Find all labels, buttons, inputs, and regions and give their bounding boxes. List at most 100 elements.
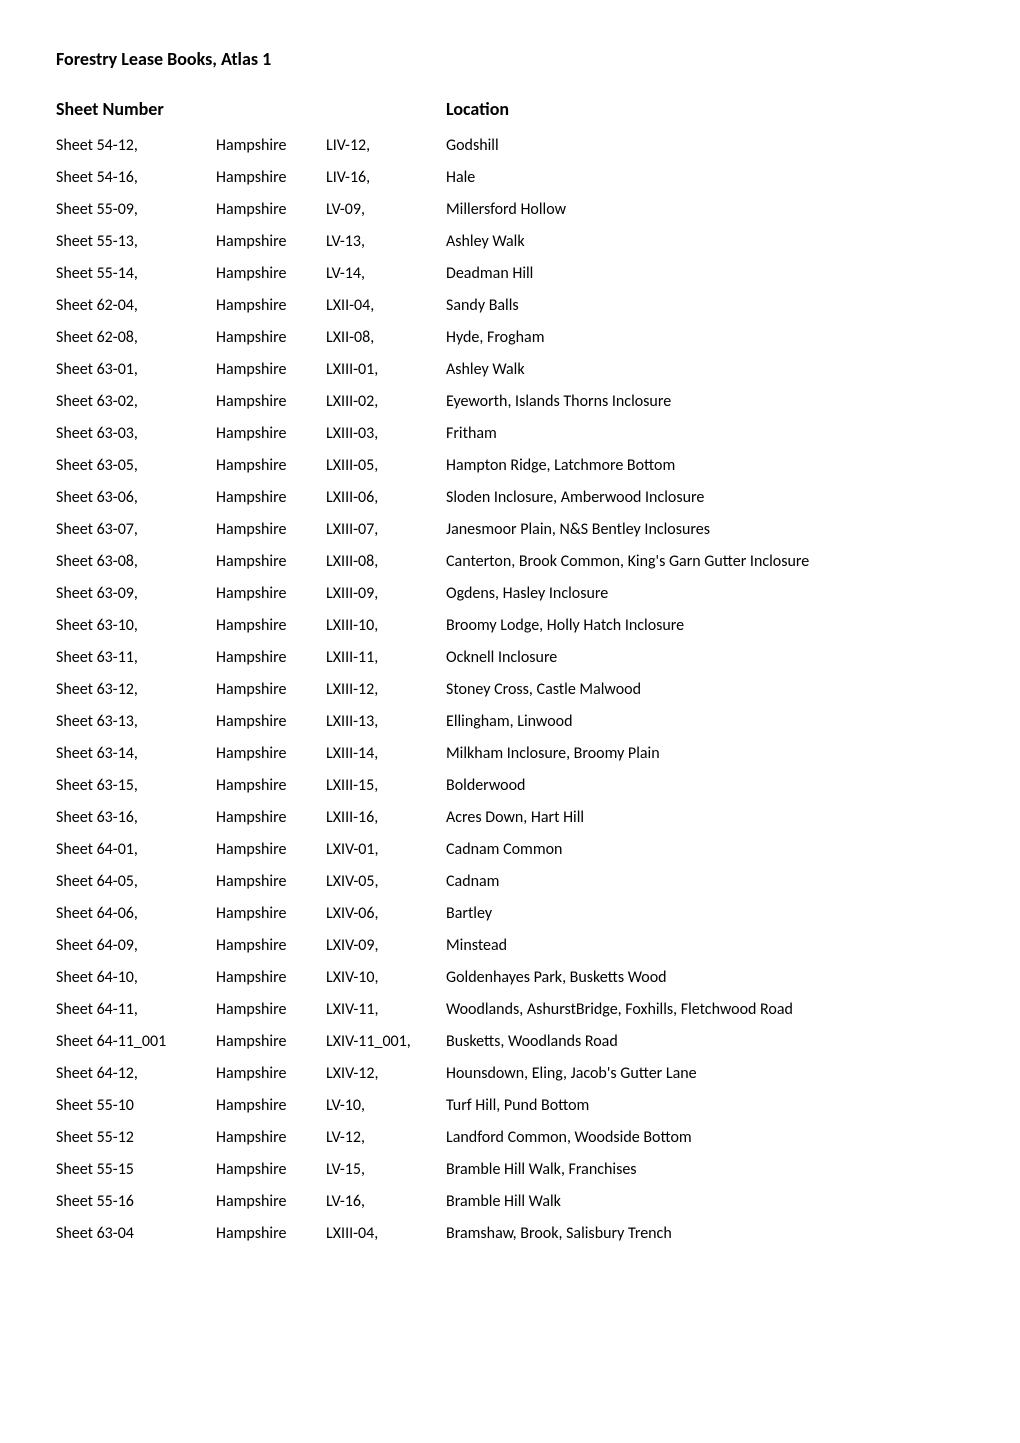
table-row: Sheet 63-03,HampshireLXIII-03,Fritham (56, 418, 964, 450)
cell-location: Godshill (446, 138, 964, 154)
cell-location: Fritham (446, 426, 964, 442)
cell-location: Bolderwood (446, 778, 964, 794)
cell-county: Hampshire (216, 554, 326, 570)
cell-code: LXIV-11, (326, 1002, 446, 1018)
cell-county: Hampshire (216, 1002, 326, 1018)
table-row: Sheet 63-05,HampshireLXIII-05,Hampton Ri… (56, 450, 964, 482)
cell-code: LXIV-09, (326, 938, 446, 954)
cell-location: Eyeworth, Islands Thorns Inclosure (446, 394, 964, 410)
cell-sheet-number: Sheet 64-09, (56, 938, 216, 954)
cell-sheet-number: Sheet 63-10, (56, 618, 216, 634)
table-row: Sheet 63-07,HampshireLXIII-07,Janesmoor … (56, 514, 964, 546)
cell-county: Hampshire (216, 938, 326, 954)
cell-sheet-number: Sheet 63-07, (56, 522, 216, 538)
cell-code: LXIII-15, (326, 778, 446, 794)
cell-county: Hampshire (216, 682, 326, 698)
cell-code: LXIII-02, (326, 394, 446, 410)
cell-sheet-number: Sheet 64-12, (56, 1066, 216, 1082)
cell-county: Hampshire (216, 170, 326, 186)
cell-code: LXIII-12, (326, 682, 446, 698)
cell-location: Bramble Hill Walk (446, 1194, 964, 1210)
cell-county: Hampshire (216, 394, 326, 410)
column-header-county-blank (216, 98, 326, 120)
cell-code: LXIV-06, (326, 906, 446, 922)
cell-code: LV-10, (326, 1098, 446, 1114)
cell-location: Broomy Lodge, Holly Hatch Inclosure (446, 618, 964, 634)
table-row: Sheet 64-10,HampshireLXIV-10,Goldenhayes… (56, 962, 964, 994)
cell-sheet-number: Sheet 63-16, (56, 810, 216, 826)
table-row: Sheet 64-11_001HampshireLXIV-11_001,Busk… (56, 1026, 964, 1058)
table-row: Sheet 63-01,HampshireLXIII-01,Ashley Wal… (56, 354, 964, 386)
cell-code: LXIII-09, (326, 586, 446, 602)
table-row: Sheet 63-13,HampshireLXIII-13,Ellingham,… (56, 706, 964, 738)
cell-sheet-number: Sheet 55-09, (56, 202, 216, 218)
cell-code: LXIII-04, (326, 1226, 446, 1242)
cell-county: Hampshire (216, 298, 326, 314)
cell-code: LXIII-07, (326, 522, 446, 538)
cell-code: LXIII-03, (326, 426, 446, 442)
cell-location: Goldenhayes Park, Busketts Wood (446, 970, 964, 986)
cell-location: Milkham Inclosure, Broomy Plain (446, 746, 964, 762)
table-row: Sheet 55-12HampshireLV-12,Landford Commo… (56, 1122, 964, 1154)
cell-sheet-number: Sheet 63-15, (56, 778, 216, 794)
table-row: Sheet 64-05,HampshireLXIV-05,Cadnam (56, 866, 964, 898)
cell-sheet-number: Sheet 63-11, (56, 650, 216, 666)
cell-location: Cadnam (446, 874, 964, 890)
cell-location: Landford Common, Woodside Bottom (446, 1130, 964, 1146)
cell-county: Hampshire (216, 1034, 326, 1050)
cell-county: Hampshire (216, 842, 326, 858)
table-row: Sheet 55-09,HampshireLV-09,Millersford H… (56, 194, 964, 226)
cell-code: LXIII-01, (326, 362, 446, 378)
cell-code: LV-13, (326, 234, 446, 250)
cell-county: Hampshire (216, 330, 326, 346)
cell-county: Hampshire (216, 874, 326, 890)
cell-sheet-number: Sheet 54-12, (56, 138, 216, 154)
cell-location: Stoney Cross, Castle Malwood (446, 682, 964, 698)
cell-code: LIV-16, (326, 170, 446, 186)
table-row: Sheet 63-12,HampshireLXIII-12,Stoney Cro… (56, 674, 964, 706)
cell-location: Deadman Hill (446, 266, 964, 282)
table-row: Sheet 54-16,HampshireLIV-16,Hale (56, 162, 964, 194)
cell-county: Hampshire (216, 810, 326, 826)
cell-county: Hampshire (216, 266, 326, 282)
cell-sheet-number: Sheet 63-12, (56, 682, 216, 698)
cell-location: Minstead (446, 938, 964, 954)
cell-sheet-number: Sheet 55-13, (56, 234, 216, 250)
cell-location: Hampton Ridge, Latchmore Bottom (446, 458, 964, 474)
cell-code: LXIII-14, (326, 746, 446, 762)
cell-county: Hampshire (216, 426, 326, 442)
cell-county: Hampshire (216, 618, 326, 634)
cell-county: Hampshire (216, 458, 326, 474)
cell-sheet-number: Sheet 63-01, (56, 362, 216, 378)
cell-code: LXIII-05, (326, 458, 446, 474)
cell-county: Hampshire (216, 202, 326, 218)
cell-sheet-number: Sheet 55-15 (56, 1162, 216, 1178)
cell-location: Ogdens, Hasley Inclosure (446, 586, 964, 602)
cell-code: LXIV-05, (326, 874, 446, 890)
cell-code: LXIII-10, (326, 618, 446, 634)
cell-sheet-number: Sheet 55-14, (56, 266, 216, 282)
cell-code: LXII-04, (326, 298, 446, 314)
cell-sheet-number: Sheet 63-02, (56, 394, 216, 410)
cell-county: Hampshire (216, 522, 326, 538)
table-row: Sheet 55-10HampshireLV-10,Turf Hill, Pun… (56, 1090, 964, 1122)
table-row: Sheet 64-12,HampshireLXIV-12,Hounsdown, … (56, 1058, 964, 1090)
table-row: Sheet 55-14,HampshireLV-14,Deadman Hill (56, 258, 964, 290)
cell-sheet-number: Sheet 64-06, (56, 906, 216, 922)
table-row: Sheet 63-16,HampshireLXIII-16,Acres Down… (56, 802, 964, 834)
cell-sheet-number: Sheet 63-13, (56, 714, 216, 730)
cell-location: Bramshaw, Brook, Salisbury Trench (446, 1226, 964, 1242)
cell-location: Bramble Hill Walk, Franchises (446, 1162, 964, 1178)
column-header-location: Location (446, 98, 964, 120)
cell-county: Hampshire (216, 746, 326, 762)
cell-location: Ashley Walk (446, 362, 964, 378)
cell-location: Ocknell Inclosure (446, 650, 964, 666)
cell-sheet-number: Sheet 63-04 (56, 1226, 216, 1242)
cell-location: Busketts, Woodlands Road (446, 1034, 964, 1050)
cell-location: Hale (446, 170, 964, 186)
cell-county: Hampshire (216, 970, 326, 986)
cell-location: Millersford Hollow (446, 202, 964, 218)
column-header-code-blank (326, 98, 446, 120)
cell-sheet-number: Sheet 62-04, (56, 298, 216, 314)
cell-code: LXIII-06, (326, 490, 446, 506)
